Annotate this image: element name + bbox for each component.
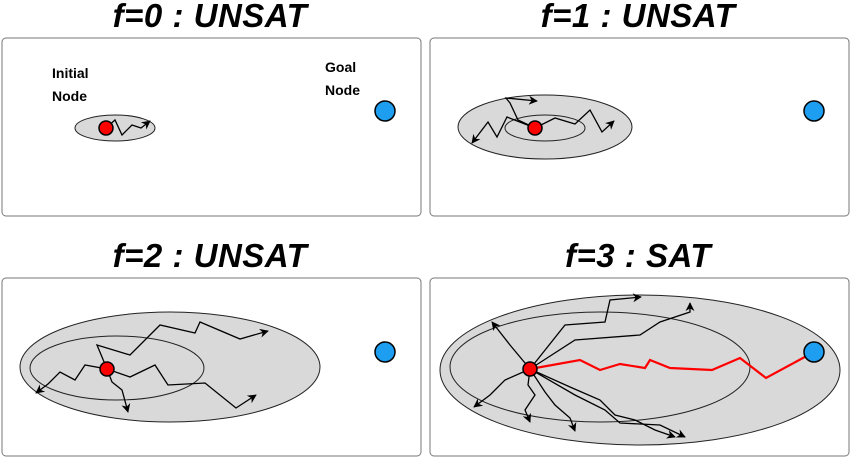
initial-node	[527, 120, 543, 136]
panel-f4	[429, 277, 850, 457]
panel-frame	[429, 37, 850, 217]
panel-f0: Initial Node Goal Node	[1, 37, 422, 217]
search-path	[105, 118, 151, 137]
search-path	[529, 368, 676, 439]
goal-node	[803, 341, 825, 363]
search-path	[529, 302, 695, 370]
search-path	[35, 364, 108, 394]
initial-node	[522, 361, 538, 377]
search-path	[529, 293, 642, 370]
search-path	[471, 116, 536, 144]
goal-node	[374, 341, 396, 363]
search-path	[529, 368, 686, 438]
goal-node-label-line2: Node	[325, 82, 360, 98]
initial-node-label-line2: Node	[52, 88, 87, 104]
search-region	[74, 114, 156, 142]
panel-title-f1: f=1 : UNSAT	[540, 0, 736, 34]
initial-node	[98, 120, 114, 136]
panel-f2	[1, 277, 422, 457]
initial-node-label-line1: Initial	[52, 65, 89, 81]
goal-node	[374, 100, 396, 122]
search-path	[529, 368, 577, 432]
goal-node-label-line1: Goal	[325, 59, 356, 75]
search-path	[534, 108, 615, 134]
goal-node	[803, 100, 825, 122]
panel-frame	[1, 37, 422, 217]
search-path	[504, 95, 538, 129]
search-path	[473, 368, 531, 408]
solution-path	[529, 351, 815, 380]
search-path	[106, 364, 257, 409]
panel-title-f3: f=3 : SAT	[565, 237, 711, 274]
search-region-inner	[29, 335, 205, 401]
search-region-outer	[19, 311, 321, 423]
search-path	[95, 321, 269, 370]
initial-node	[99, 361, 115, 377]
search-path	[491, 321, 531, 370]
search-region-inner	[504, 114, 586, 142]
panel-title-f2: f=2 : UNSAT	[112, 237, 308, 274]
panel-f1	[429, 37, 850, 217]
panel-title-f0: f=0 : UNSAT	[112, 0, 308, 34]
search-path	[522, 368, 536, 423]
